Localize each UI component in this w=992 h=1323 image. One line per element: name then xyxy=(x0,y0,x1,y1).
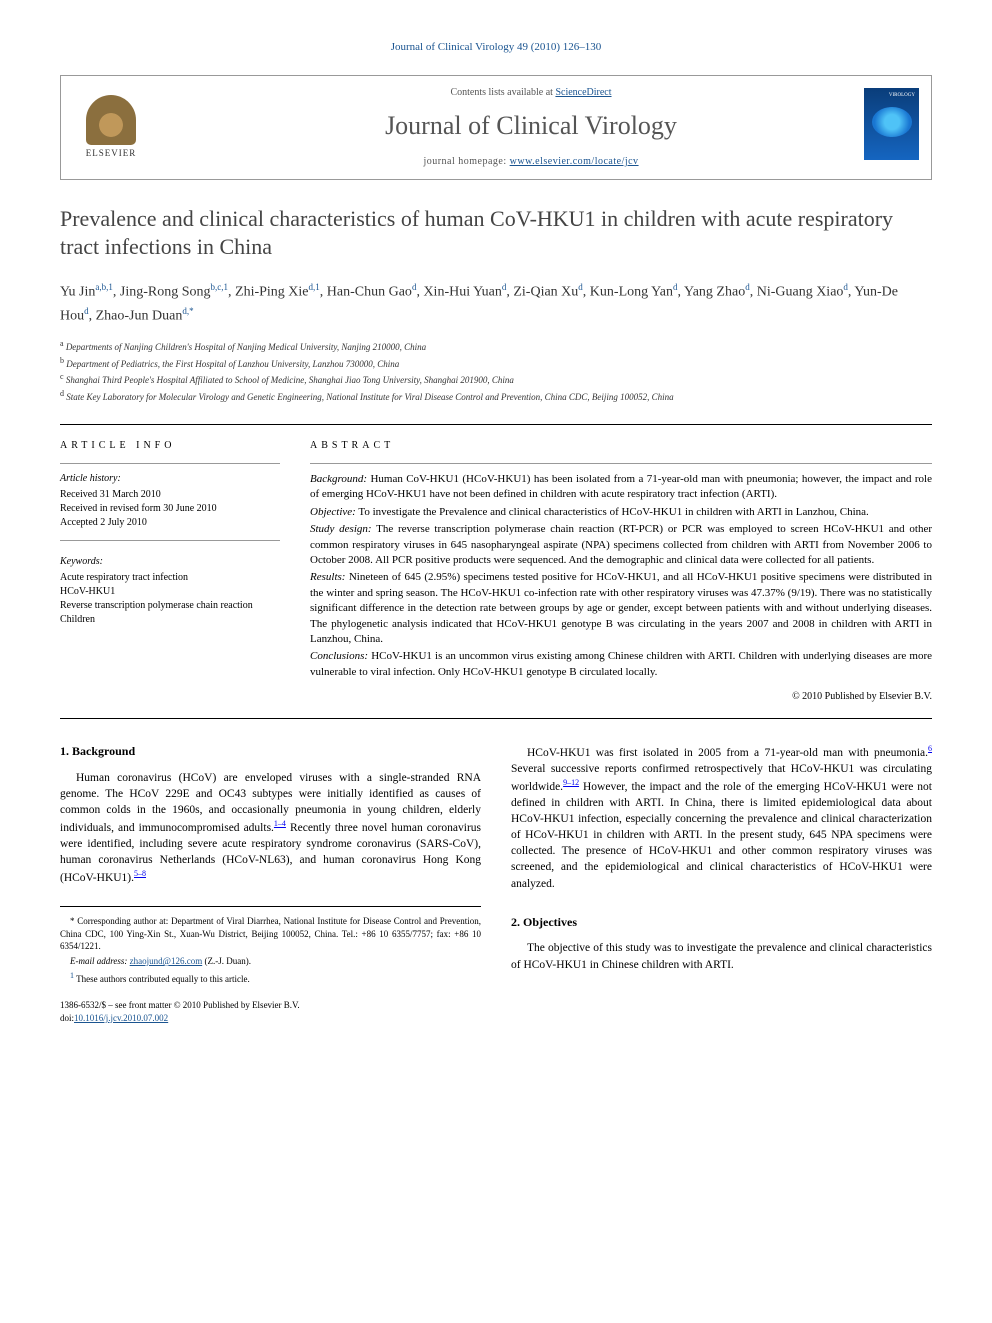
body-paragraph: Human coronavirus (HCoV) are enveloped v… xyxy=(60,770,481,886)
affiliation-d: d State Key Laboratory for Molecular Vir… xyxy=(60,388,932,405)
affiliation-c: c Shanghai Third People's Hospital Affil… xyxy=(60,371,932,388)
header-box: ELSEVIER Contents lists available at Sci… xyxy=(60,75,932,179)
elsevier-tree-icon xyxy=(86,95,136,145)
front-matter-line: 1386-6532/$ – see front matter © 2010 Pu… xyxy=(60,999,481,1012)
homepage-prefix: journal homepage: xyxy=(423,156,509,167)
abstract-heading: abstract xyxy=(310,439,932,453)
abstract-conclusions: Conclusions: HCoV-HKU1 is an uncommon vi… xyxy=(310,649,932,680)
elsevier-label: ELSEVIER xyxy=(86,147,137,160)
homepage-link[interactable]: www.elsevier.com/locate/jcv xyxy=(510,156,639,167)
abstract: abstract Background: Human CoV-HKU1 (HCo… xyxy=(310,439,932,704)
email-note: E-mail address: zhaojund@126.com (Z.-J. … xyxy=(60,955,481,968)
authors-list: Yu Jina,b,1, Jing-Rong Songb,c,1, Zhi-Pi… xyxy=(60,280,932,328)
article-title: Prevalence and clinical characteristics … xyxy=(60,205,932,262)
affiliation-b: b Department of Pediatrics, the First Ho… xyxy=(60,355,932,372)
ref-link[interactable]: 5–8 xyxy=(134,869,146,878)
divider xyxy=(60,463,280,464)
contents-line: Contents lists available at ScienceDirec… xyxy=(146,86,916,100)
accepted-date: Accepted 2 July 2010 xyxy=(60,516,280,530)
sciencedirect-link[interactable]: ScienceDirect xyxy=(555,87,611,98)
email-link[interactable]: zhaojund@126.com xyxy=(130,956,203,966)
cover-thumb-image xyxy=(872,107,912,137)
history-label: Article history: xyxy=(60,472,280,486)
left-column: 1. Background Human coronavirus (HCoV) a… xyxy=(60,743,481,1024)
affiliation-a: a Departments of Nanjing Children's Hosp… xyxy=(60,338,932,355)
cover-thumb-label: VIROLOGY xyxy=(868,92,915,99)
revised-date: Received in revised form 30 June 2010 xyxy=(60,502,280,516)
abstract-background: Background: Human CoV-HKU1 (HCoV-HKU1) h… xyxy=(310,472,932,503)
contents-prefix: Contents lists available at xyxy=(450,87,555,98)
keyword: HCoV-HKU1 xyxy=(60,585,280,599)
abstract-copyright: © 2010 Published by Elsevier B.V. xyxy=(310,690,932,704)
journal-header: Journal of Clinical Virology 49 (2010) 1… xyxy=(60,40,932,55)
section-2-heading: 2. Objectives xyxy=(511,914,932,931)
keywords-label: Keywords: xyxy=(60,555,280,569)
corresponding-author-note: * Corresponding author at: Department of… xyxy=(60,915,481,953)
received-date: Received 31 March 2010 xyxy=(60,488,280,502)
article-info: article info Article history: Received 3… xyxy=(60,439,280,704)
doi-link[interactable]: 10.1016/j.jcv.2010.07.002 xyxy=(74,1013,168,1023)
ref-link[interactable]: 1–4 xyxy=(274,819,286,828)
article-info-heading: article info xyxy=(60,439,280,453)
info-abstract-row: article info Article history: Received 3… xyxy=(60,424,932,719)
journal-title: Journal of Clinical Virology xyxy=(146,108,916,144)
abstract-study-design: Study design: The reverse transcription … xyxy=(310,522,932,568)
right-column: HCoV-HKU1 was first isolated in 2005 fro… xyxy=(511,743,932,1024)
header-center: Contents lists available at ScienceDirec… xyxy=(146,86,916,168)
abstract-results: Results: Nineteen of 645 (2.95%) specime… xyxy=(310,570,932,647)
body-paragraph: HCoV-HKU1 was first isolated in 2005 fro… xyxy=(511,743,932,892)
ref-link[interactable]: 9–12 xyxy=(563,778,579,787)
bottom-meta: 1386-6532/$ – see front matter © 2010 Pu… xyxy=(60,999,481,1024)
journal-cover-thumb: VIROLOGY xyxy=(864,88,919,160)
abstract-objective: Objective: To investigate the Prevalence… xyxy=(310,505,932,520)
homepage-line: journal homepage: www.elsevier.com/locat… xyxy=(146,155,916,169)
ref-link[interactable]: 6 xyxy=(928,744,932,753)
article-history-block: Article history: Received 31 March 2010 … xyxy=(60,472,280,541)
body-paragraph: The objective of this study was to inves… xyxy=(511,940,932,972)
elsevier-logo: ELSEVIER xyxy=(76,90,146,165)
section-1-heading: 1. Background xyxy=(60,743,481,760)
keyword: Acute respiratory tract infection xyxy=(60,571,280,585)
keywords-block: Keywords: Acute respiratory tract infect… xyxy=(60,555,280,637)
footnotes: * Corresponding author at: Department of… xyxy=(60,906,481,985)
body-columns: 1. Background Human coronavirus (HCoV) a… xyxy=(60,743,932,1024)
equal-contribution-note: 1 These authors contributed equally to t… xyxy=(60,970,481,986)
affiliations: a Departments of Nanjing Children's Hosp… xyxy=(60,338,932,404)
keyword: Reverse transcription polymerase chain r… xyxy=(60,599,280,613)
divider xyxy=(310,463,932,464)
keyword: Children xyxy=(60,613,280,627)
doi-line: doi:10.1016/j.jcv.2010.07.002 xyxy=(60,1012,481,1025)
